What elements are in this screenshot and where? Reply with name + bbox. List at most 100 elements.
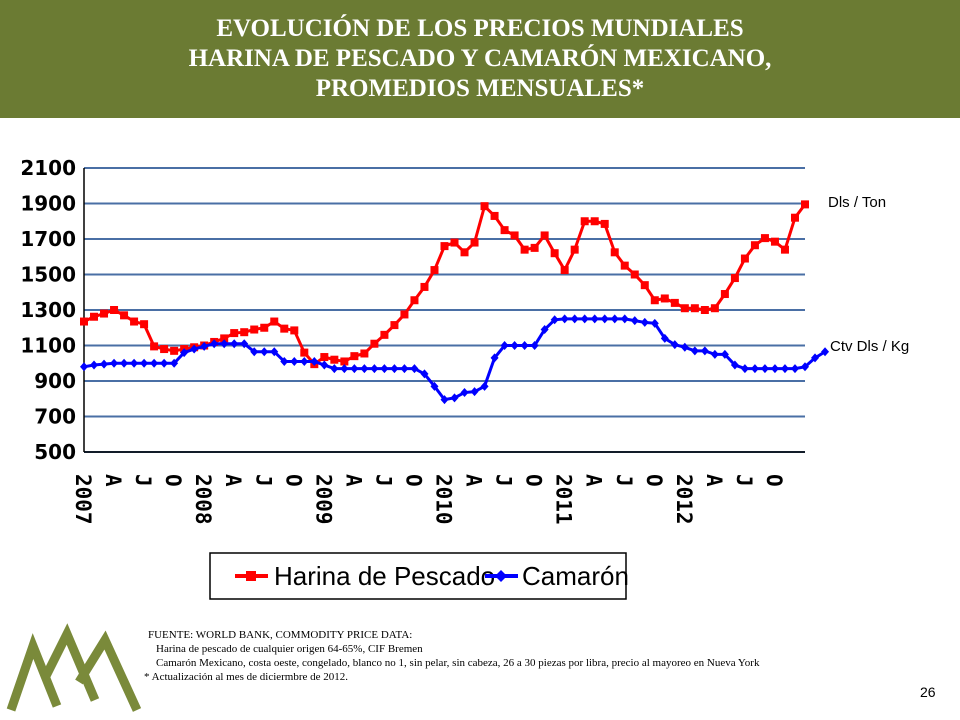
data-point	[410, 296, 419, 305]
data-point	[560, 266, 569, 275]
data-point	[630, 316, 639, 326]
data-point	[410, 364, 419, 374]
data-point	[270, 317, 279, 326]
data-point	[530, 243, 539, 252]
data-point	[500, 341, 509, 350]
data-point	[630, 270, 639, 279]
data-point	[120, 358, 129, 368]
title-banner: EVOLUCIÓN DE LOS PRECIOS MUNDIALES HARIN…	[0, 0, 960, 118]
data-point	[700, 346, 709, 356]
data-point	[260, 347, 269, 357]
data-point	[390, 364, 399, 374]
data-point	[801, 362, 809, 372]
title-line-2: HARINA DE PESCADO Y CAMARÓN MEXICANO,	[188, 45, 772, 72]
data-point	[130, 358, 139, 368]
data-point	[420, 369, 429, 379]
data-point	[80, 317, 88, 326]
data-point	[580, 217, 589, 226]
data-point	[580, 314, 589, 324]
data-point	[570, 314, 579, 324]
data-point	[740, 364, 749, 374]
x-tick-label: A	[101, 474, 125, 487]
data-point	[240, 328, 249, 337]
data-point	[590, 217, 599, 226]
data-point	[190, 344, 199, 354]
x-tick-label: J	[732, 474, 756, 487]
data-point	[490, 211, 499, 220]
chart-legend: Harina de Pescado Camarón	[209, 552, 629, 600]
y-tick-label: 700	[34, 405, 76, 429]
data-point	[280, 324, 289, 333]
y-tick-label: 1100	[20, 334, 76, 358]
y-tick-label: 1500	[20, 263, 76, 287]
data-point	[440, 395, 449, 405]
data-point	[760, 234, 769, 243]
mountains-logo-icon	[6, 623, 142, 712]
data-point	[650, 296, 659, 305]
data-point	[550, 249, 559, 258]
data-point	[690, 304, 699, 313]
data-point	[730, 274, 739, 283]
y-axis: 500 700 900 1100 1300 1500 1700 1900 2100	[20, 156, 85, 464]
source-line-camaron: Camarón Mexicano, costa oeste, congelado…	[156, 657, 760, 669]
update-note: * Actualización al mes de diciermbre de …	[144, 671, 349, 683]
data-point	[500, 226, 509, 235]
x-tick-label: J	[251, 474, 275, 487]
data-point	[540, 325, 549, 335]
data-point	[150, 342, 159, 351]
legend-box	[209, 552, 627, 600]
data-point	[560, 314, 569, 324]
data-point	[100, 309, 109, 318]
data-point	[110, 306, 119, 314]
unit-label-camaron: Ctv Dls / Kg	[830, 338, 910, 355]
data-point	[750, 364, 759, 374]
data-point	[470, 238, 479, 247]
data-point	[90, 312, 99, 321]
unit-label-harina: Dls / Ton	[828, 194, 887, 211]
y-tick-label: 1300	[20, 298, 76, 322]
data-point	[220, 339, 229, 349]
x-tick-label: J	[612, 474, 636, 487]
data-point	[670, 340, 679, 350]
data-point	[720, 290, 729, 299]
legend-marker-harina	[246, 571, 256, 581]
data-point	[610, 248, 619, 257]
data-point	[90, 360, 99, 370]
data-point	[130, 317, 139, 326]
data-point	[450, 393, 459, 403]
data-point	[780, 245, 789, 254]
data-point	[480, 381, 489, 391]
data-point	[290, 356, 299, 366]
chart-series	[80, 200, 830, 405]
data-point	[250, 325, 259, 334]
data-point	[620, 261, 629, 270]
data-point	[740, 254, 749, 263]
data-point	[230, 329, 239, 338]
source-line-harina: Harina de pescado de cualquier origen 64…	[156, 643, 423, 655]
data-point	[811, 353, 820, 363]
data-point	[801, 200, 809, 209]
data-point	[370, 364, 379, 374]
data-point	[330, 364, 339, 374]
data-point	[450, 238, 459, 247]
data-point	[730, 360, 739, 370]
data-point	[690, 346, 699, 356]
data-point	[340, 357, 349, 366]
x-axis: 2007 A J O 2008 A J O 2009 A J O 2010 A J O 2011 A J O 2012 A…	[71, 451, 805, 525]
x-tick-label: A	[221, 474, 245, 487]
data-point	[770, 364, 779, 374]
y-tick-label: 900	[34, 369, 76, 393]
x-tick-label: O	[281, 474, 305, 487]
data-point	[140, 320, 149, 329]
data-point	[380, 364, 389, 374]
data-point	[540, 231, 549, 240]
data-point	[600, 219, 609, 228]
data-point	[260, 323, 269, 332]
data-point	[720, 349, 729, 359]
data-point	[490, 353, 499, 363]
data-point	[460, 248, 469, 257]
data-point	[230, 339, 239, 349]
data-point	[350, 364, 359, 374]
series-line-camaron	[83, 317, 826, 402]
